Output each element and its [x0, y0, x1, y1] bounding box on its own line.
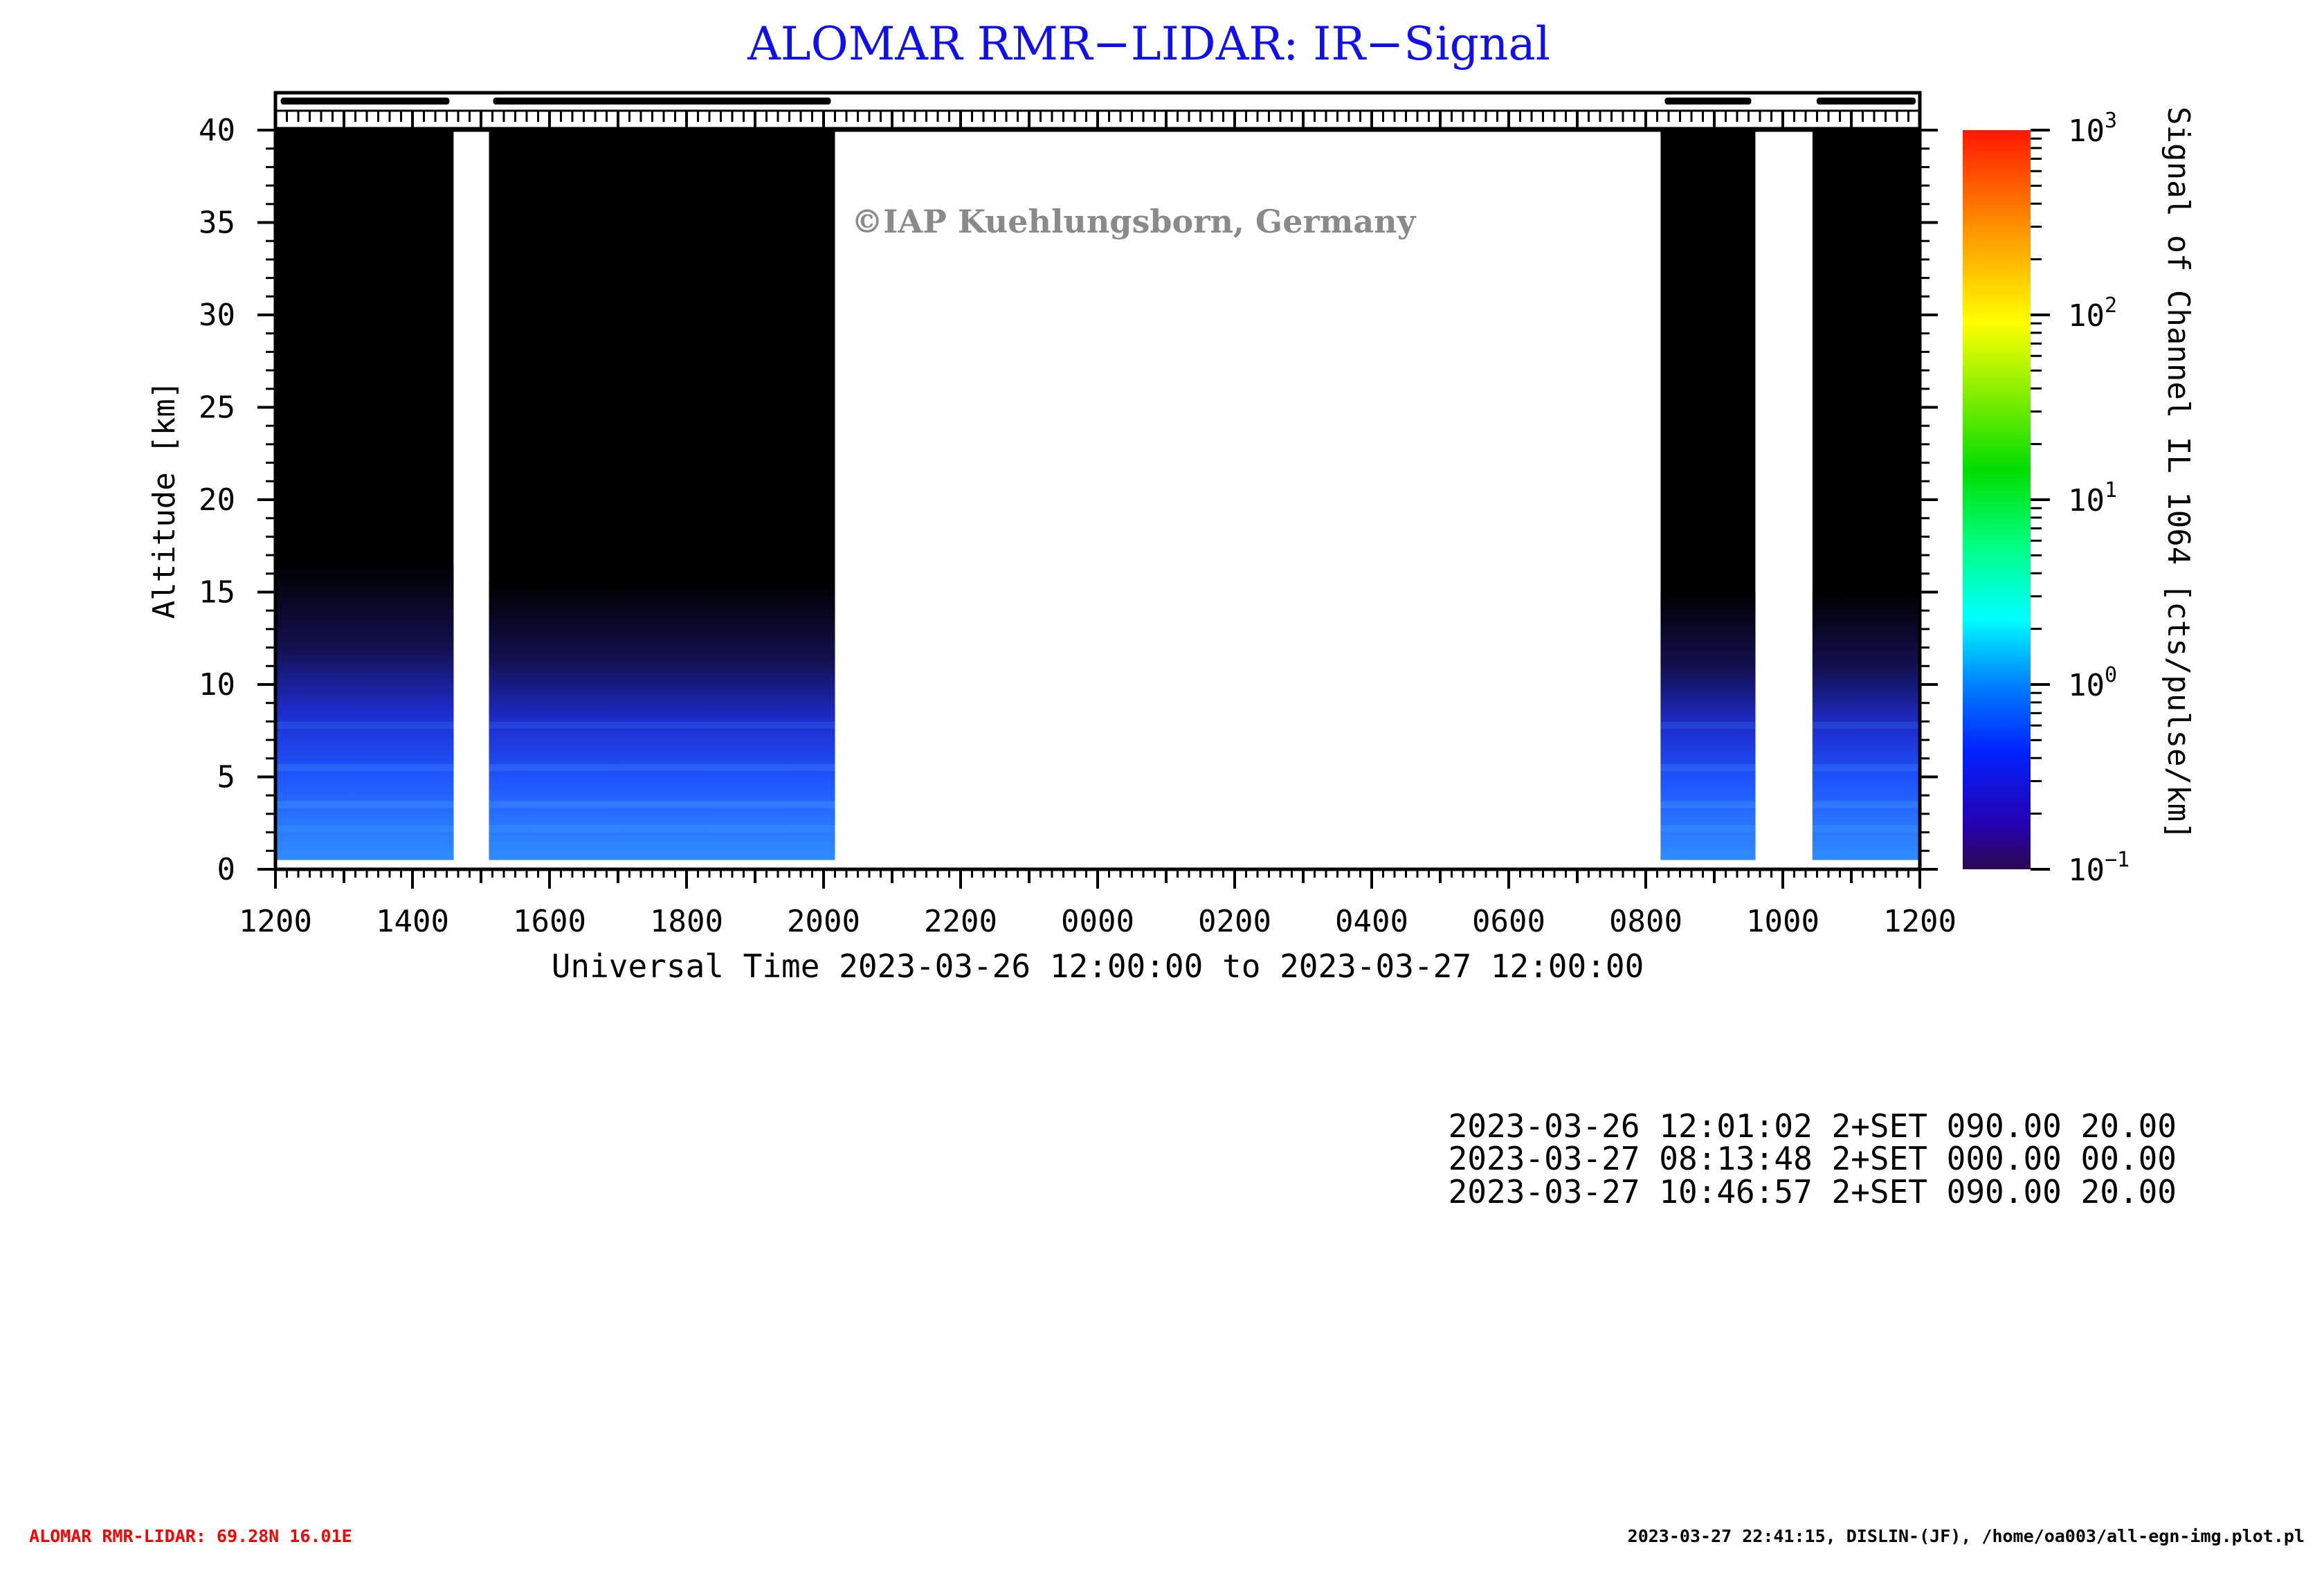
aerosol-layer [489, 801, 835, 808]
measurement-block [489, 130, 835, 869]
y-tick-label: 35 [199, 206, 235, 241]
info-line: 2023-03-26 12:01:02 2+SET 090.00 20.00 [1449, 1107, 2177, 1145]
signal-region [1812, 592, 1920, 860]
y-tick-label: 10 [199, 667, 235, 702]
x-tick-label: 1200 [239, 904, 312, 939]
colorbar-label: Signal of Channel IL 1064 [cts/pulse/km] [2161, 107, 2196, 840]
aerosol-layer [1812, 825, 1920, 833]
x-tick-label: 0600 [1472, 904, 1545, 939]
y-tick-label: 5 [217, 760, 236, 795]
measurement-status-strip [273, 91, 1922, 131]
aerosol-layer [1812, 721, 1920, 729]
aerosol-layer [1660, 721, 1756, 729]
signal-region [489, 583, 835, 860]
y-tick-label: 20 [199, 482, 235, 518]
status-bar [1664, 98, 1752, 105]
ground-gap [1660, 860, 1756, 869]
colorbar-tick-label: 101 [2068, 478, 2117, 518]
aerosol-layer [489, 825, 835, 833]
x-tick-label: 1600 [513, 904, 586, 939]
aerosol-layer [276, 825, 454, 833]
x-tick-label: 1800 [650, 904, 723, 939]
x-tick-label: 0000 [1061, 904, 1134, 939]
aerosol-layer [1812, 764, 1920, 772]
aerosol-layer [1660, 764, 1756, 772]
info-line: 2023-03-27 08:13:48 2+SET 000.00 00.00 [1449, 1140, 2177, 1177]
x-tick-label: 0800 [1609, 904, 1682, 939]
x-tick-label: 0400 [1335, 904, 1408, 939]
ground-gap [489, 860, 835, 869]
y-tick-label: 40 [199, 113, 235, 148]
colorbar-tick-label: 103 [2068, 109, 2117, 149]
x-tick-label: 1400 [376, 904, 449, 939]
aerosol-layer [489, 764, 835, 772]
signal-region [276, 564, 454, 860]
status-bar [280, 98, 450, 105]
ground-gap [1812, 860, 1920, 869]
signal-region [1660, 592, 1756, 860]
y-tick-label: 30 [199, 298, 235, 333]
aerosol-layer [1660, 825, 1756, 833]
chart-title: ALOMAR RMR−LIDAR: IR−Signal [747, 17, 1550, 71]
colorbar-tick-label: 102 [2068, 293, 2117, 334]
info-line: 2023-03-27 10:46:57 2+SET 090.00 20.00 [1449, 1173, 2177, 1210]
footer-location: ALOMAR RMR-LIDAR: 69.28N 16.01E [29, 1526, 352, 1546]
measurement-block [1812, 130, 1920, 869]
colorbar: 103 102 101 100 10−1 Signal of Channel IL 10… [1963, 107, 2196, 888]
y-tick-label: 15 [199, 575, 235, 610]
aerosol-layer [276, 721, 454, 729]
aerosol-layer [276, 801, 454, 808]
plot-area: ©IAP Kuehlungsborn, Germany 1200 1400 1600… [199, 113, 1957, 939]
info-lines: 2023-03-26 12:01:02 2+SET 090.00 20.00 2… [1449, 1107, 2177, 1210]
y-tick-label: 0 [217, 852, 236, 887]
x-tick-label: 0200 [1198, 904, 1271, 939]
aerosol-layer [1660, 801, 1756, 808]
x-tick-label: 2200 [924, 904, 997, 939]
aerosol-layer [1812, 801, 1920, 808]
measurement-block [1660, 130, 1756, 869]
y-axis-label: Altitude [km] [147, 381, 182, 619]
ground-gap [276, 860, 454, 869]
x-axis-label: Universal Time 2023-03-26 12:00:00 to 20… [552, 947, 1644, 985]
colorbar-tick-label: 100 [2068, 663, 2117, 703]
status-bar [493, 98, 831, 105]
watermark: ©IAP Kuehlungsborn, Germany [851, 203, 1417, 240]
aerosol-layer [276, 764, 454, 772]
aerosol-layer [489, 721, 835, 729]
x-tick-label: 2000 [787, 904, 860, 939]
measurement-block [276, 130, 454, 869]
colorbar-tick-label: 10−1 [2068, 848, 2130, 888]
x-tick-label: 1200 [1883, 904, 1957, 939]
x-tick-label: 1000 [1746, 904, 1819, 939]
y-tick-label: 25 [199, 390, 235, 426]
status-bar [1816, 98, 1916, 105]
footer-plot-info: 2023-03-27 22:41:15, DISLIN-(JF), /home/… [1628, 1526, 2305, 1546]
colorbar-gradient [1963, 130, 2031, 869]
